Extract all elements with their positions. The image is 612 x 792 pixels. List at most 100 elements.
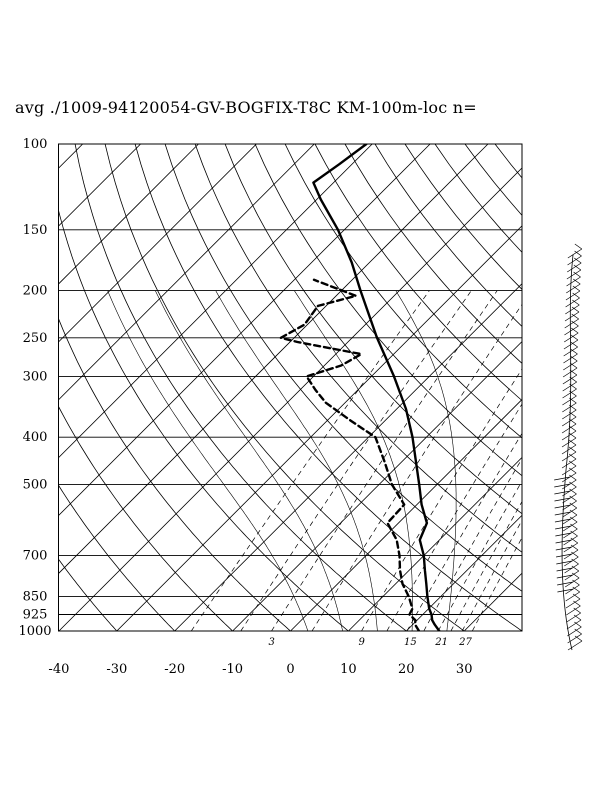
pressure-tick-label: 200 (23, 284, 48, 299)
wind-barb (561, 446, 577, 462)
wind-barb (554, 488, 577, 504)
wind-barb (566, 614, 582, 630)
wind-barb (563, 355, 578, 371)
wind-barb (562, 369, 578, 385)
temperature-profile-line (312, 144, 441, 631)
mixing-ratio-label: 21 (434, 637, 448, 648)
wind-barb (564, 320, 579, 336)
mixing-ratio-line (240, 290, 472, 631)
wind-barb (562, 362, 578, 378)
temperature-tick-label: 0 (286, 662, 294, 677)
wind-barb (555, 537, 578, 553)
wind-barb (567, 628, 582, 644)
isotherm-line (463, 572, 522, 631)
isotherm-line (348, 456, 522, 631)
temperature-tick-label: 10 (340, 662, 357, 677)
mixing-ratio-line (311, 303, 522, 631)
isotherm-line (58, 144, 373, 459)
wind-barb (556, 551, 579, 567)
pressure-tick-label: 925 (23, 608, 48, 623)
wind-barb (561, 460, 577, 476)
pressure-tick-label: 700 (23, 549, 48, 564)
wind-barb (566, 600, 581, 616)
wind-barb (561, 411, 577, 427)
mixing-ratio-line (461, 519, 522, 631)
isotherm-line (116, 225, 522, 631)
dewpoint-profile-line (279, 278, 421, 631)
wind-barb (563, 348, 578, 364)
isotherm-line (174, 283, 522, 631)
moist-adiabat-line (107, 290, 309, 631)
wind-barb (565, 593, 581, 609)
mixing-ratio-line (450, 500, 522, 631)
wind-barb (555, 516, 578, 532)
wind-barb (554, 474, 577, 490)
wind-barb (565, 292, 580, 308)
mixing-ratio-line (423, 458, 522, 631)
isotherm-line (58, 144, 199, 285)
mixing-ratio-line (271, 290, 498, 631)
wind-barb (562, 376, 577, 392)
moist-adiabat-line (155, 290, 343, 631)
temperature-tick-label: -40 (48, 662, 69, 677)
isotherm-line (58, 144, 431, 517)
pressure-tick-label: 1000 (18, 624, 51, 639)
wind-barb (567, 257, 582, 273)
mixing-ratio-line (471, 536, 522, 631)
wind-barb (561, 418, 577, 434)
wind-barb (565, 285, 581, 301)
wind-barb (554, 495, 577, 511)
dry-adiabat-line (134, 144, 522, 631)
wind-barb (565, 586, 580, 602)
pressure-tick-label: 300 (23, 369, 48, 384)
dry-adiabat-line (434, 144, 522, 253)
wind-barb (562, 397, 577, 413)
wind-barb (555, 523, 578, 539)
dry-adiabat-line (104, 144, 465, 631)
plot-frame (58, 143, 523, 632)
wind-barb (562, 383, 577, 399)
temperature-tick-label: -30 (106, 662, 127, 677)
pressure-tick-label: 250 (23, 331, 48, 346)
wind-barb (565, 299, 580, 315)
wind-barb (557, 572, 580, 588)
isotherm-line (232, 341, 522, 631)
wind-barb (566, 264, 582, 280)
wind-barb (554, 481, 577, 497)
wind-barb (554, 502, 577, 518)
mixing-ratio-line (406, 432, 522, 631)
temperature-tick-label: 30 (456, 662, 473, 677)
isotherm-line (58, 144, 141, 227)
pressure-tick-label: 850 (23, 590, 48, 605)
wind-barb (562, 390, 577, 406)
mixing-ratio-line (191, 290, 430, 631)
isotherm-line (521, 630, 522, 631)
wind-barb (561, 453, 577, 469)
pressure-tick-label: 100 (23, 137, 48, 152)
wind-barb (557, 579, 580, 595)
wind-barb (555, 530, 578, 546)
moist-adiabat-line (395, 290, 457, 631)
temperature-tick-label: -10 (222, 662, 243, 677)
wind-barb (563, 334, 579, 350)
pressure-tick-label: 150 (23, 223, 48, 238)
isotherm-line (290, 398, 522, 631)
wind-barb (566, 607, 581, 623)
mixing-ratio-label: 9 (359, 637, 366, 648)
wind-barb (566, 271, 581, 287)
wind-barb (564, 306, 580, 322)
dry-adiabat-line (254, 144, 522, 477)
dry-adiabat-line (464, 144, 522, 216)
isotherm-line (58, 167, 522, 631)
mixing-ratio-line (361, 368, 522, 631)
wind-barb (562, 404, 577, 420)
wind-barb (561, 432, 577, 448)
wind-barb (556, 565, 580, 581)
wind-barb (561, 439, 577, 455)
wind-barb (566, 278, 581, 294)
wind-barb (567, 621, 582, 637)
temperature-tick-label: 20 (398, 662, 415, 677)
moist-adiabat-line (215, 290, 378, 631)
mixing-ratio-label: 27 (458, 637, 472, 648)
